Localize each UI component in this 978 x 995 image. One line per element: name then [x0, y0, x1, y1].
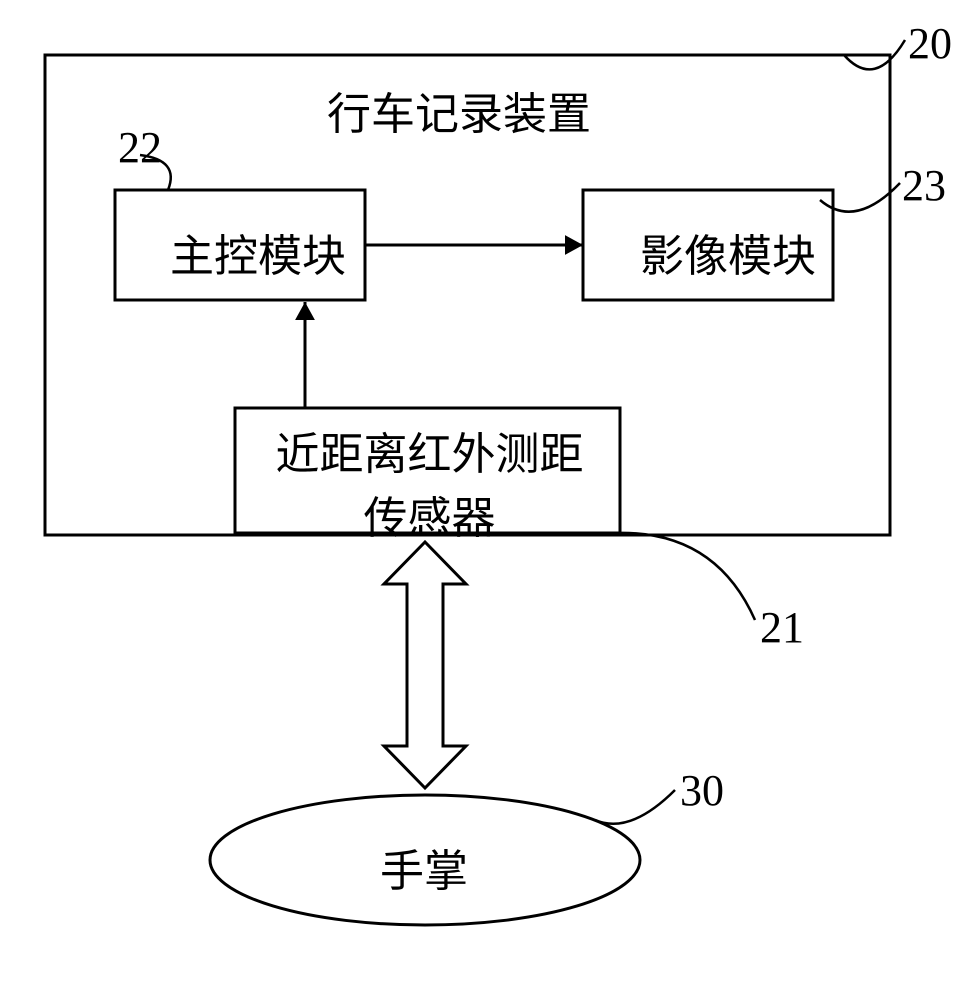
node-label-main_control: 主控模块	[148, 220, 368, 284]
diagram-container: 行车记录装置 20 主控模块 22 影像模块 23 近距离红外测距 传感器 21 手掌 30	[0, 0, 978, 995]
node-label-ir_sensor: 近距离红外测距 传感器	[252, 418, 607, 546]
ref-22: 22	[118, 122, 162, 173]
node-label-image_module: 影像模块	[618, 220, 838, 284]
node-label-palm: 手掌	[380, 835, 468, 899]
ref-23: 23	[902, 160, 946, 211]
ref-30: 30	[680, 765, 724, 816]
ref-21: 21	[760, 602, 804, 653]
ref-20: 20	[908, 18, 952, 69]
outer-box-title: 行车记录装置	[327, 78, 591, 142]
